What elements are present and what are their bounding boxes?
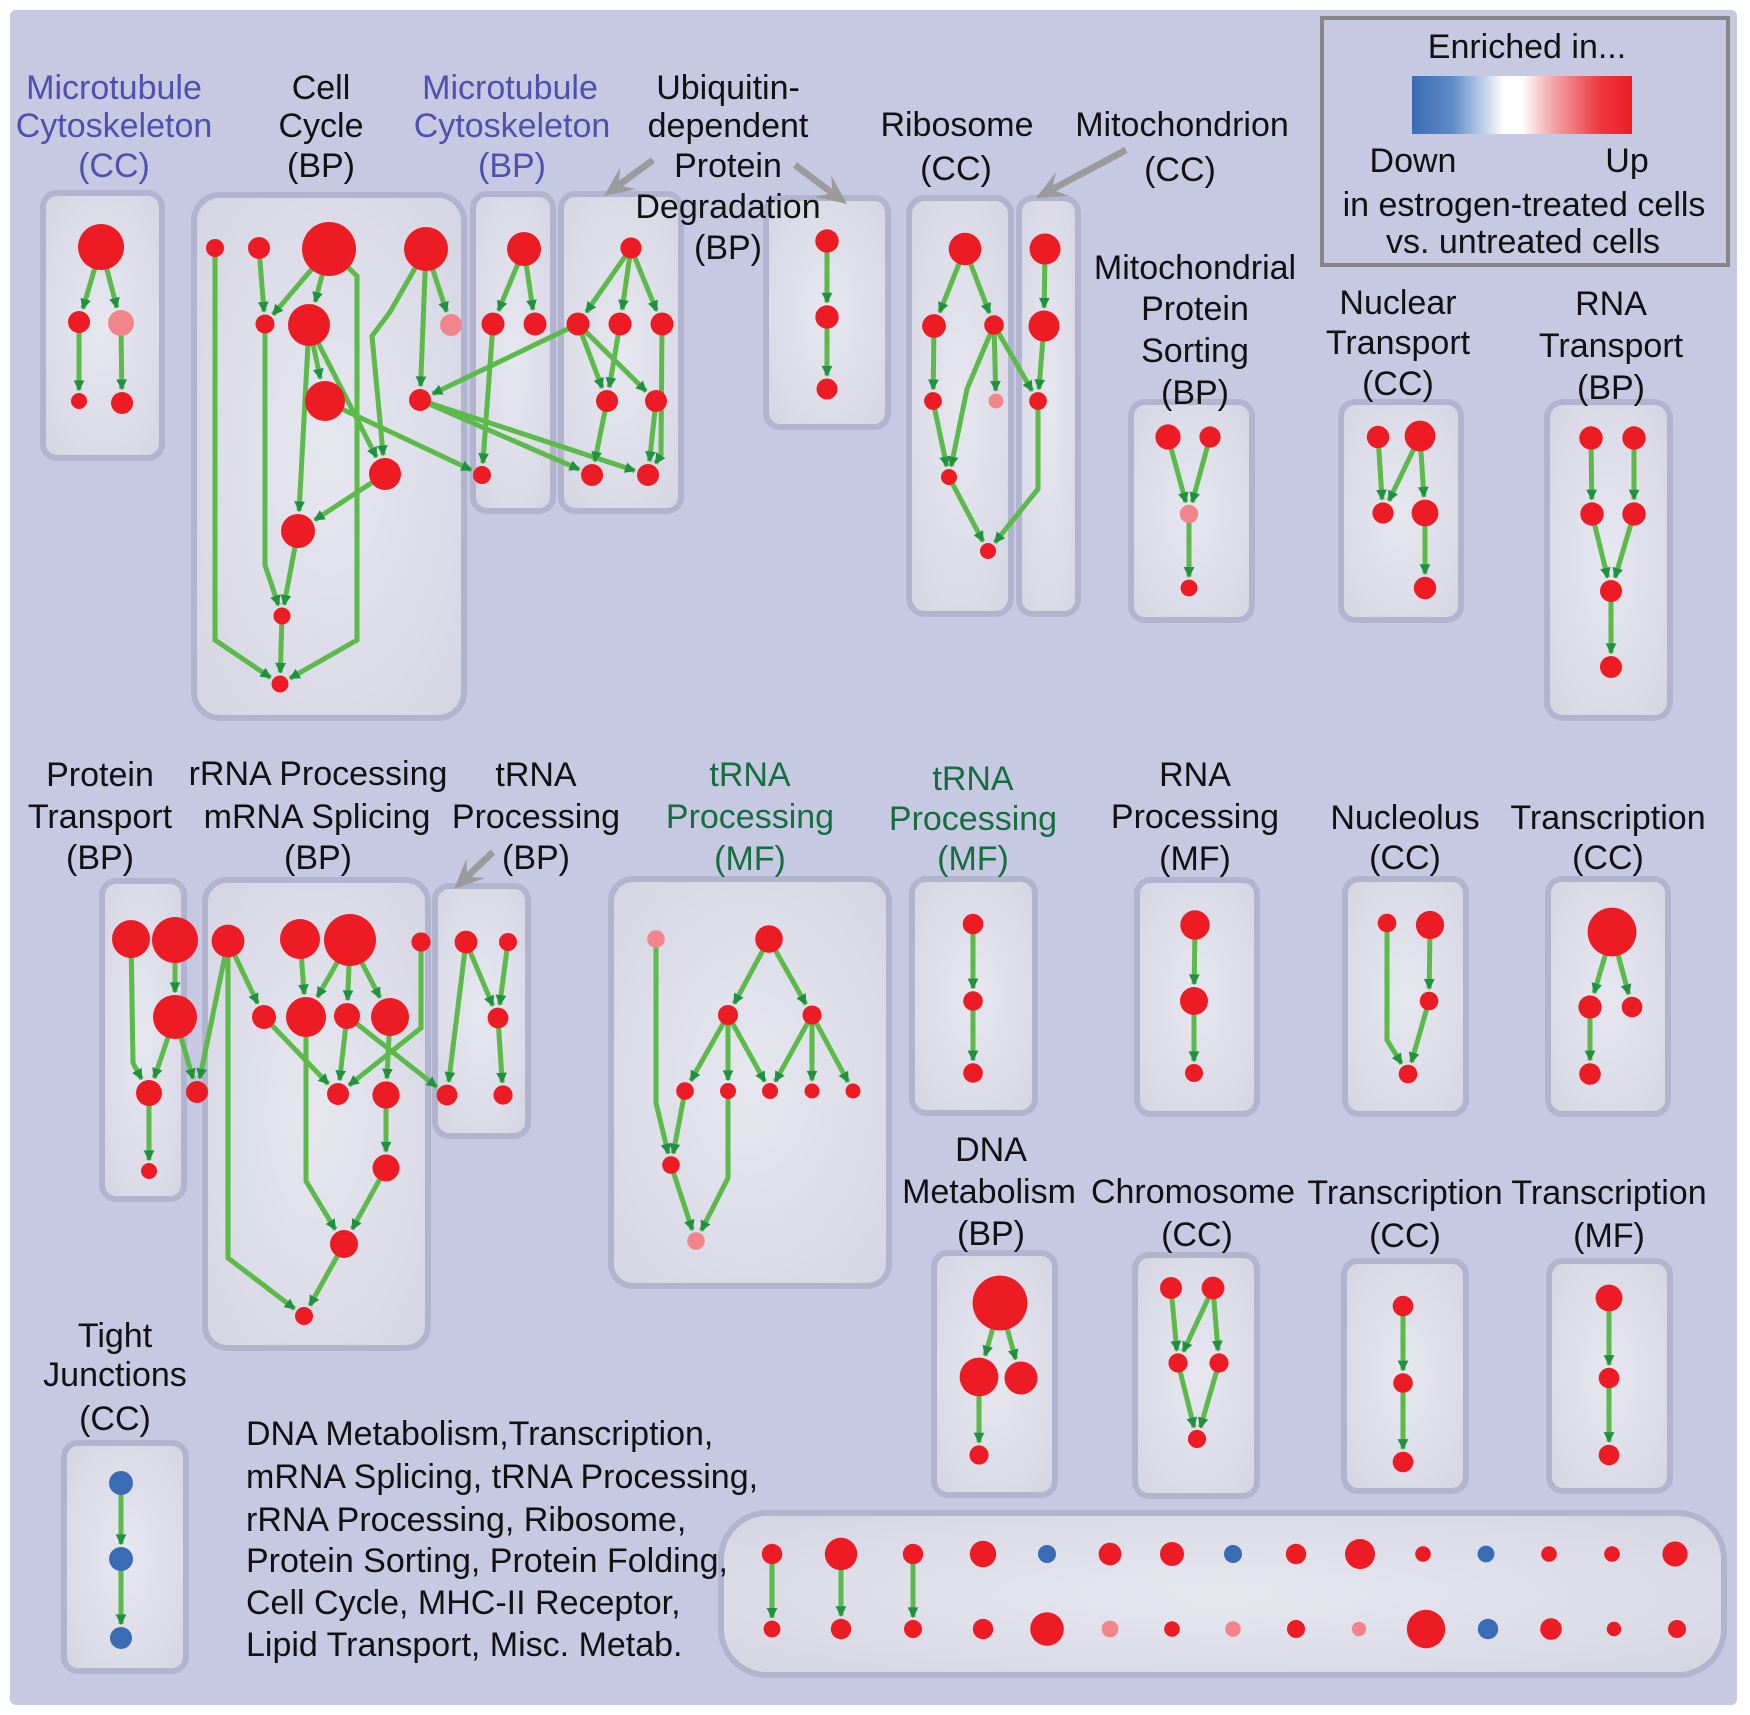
svg-text:Down: Down — [1370, 142, 1457, 180]
svg-text:(BP): (BP) — [1161, 374, 1229, 412]
svg-text:Sorting: Sorting — [1141, 332, 1249, 370]
svg-text:Microtubule: Microtubule — [422, 69, 598, 107]
svg-text:dependent: dependent — [648, 107, 809, 145]
svg-text:Up: Up — [1605, 142, 1648, 180]
svg-text:Cytoskeleton: Cytoskeleton — [414, 107, 611, 145]
svg-text:(MF): (MF) — [1159, 840, 1231, 878]
svg-text:Protein: Protein — [674, 147, 782, 185]
svg-text:rRNA Processing, Ribosome,: rRNA Processing, Ribosome, — [246, 1501, 686, 1539]
svg-text:RNA: RNA — [1575, 285, 1647, 323]
svg-text:Processing: Processing — [666, 798, 834, 836]
svg-text:Degradation: Degradation — [635, 188, 820, 226]
svg-text:(CC): (CC) — [1144, 151, 1216, 189]
svg-text:Ribosome: Ribosome — [880, 106, 1033, 144]
svg-text:Cell Cycle, MHC-II Receptor,: Cell Cycle, MHC-II Receptor, — [246, 1584, 681, 1622]
svg-text:DNA Metabolism,Transcription,: DNA Metabolism,Transcription, — [246, 1415, 713, 1453]
svg-text:(BP): (BP) — [957, 1215, 1025, 1253]
svg-text:(BP): (BP) — [66, 839, 134, 877]
svg-text:Mitochondrion: Mitochondrion — [1075, 106, 1289, 144]
svg-text:Tight: Tight — [78, 1317, 153, 1355]
svg-text:Processing: Processing — [452, 798, 620, 836]
svg-text:mRNA Splicing, tRNA Processing: mRNA Splicing, tRNA Processing, — [246, 1458, 758, 1496]
svg-text:(BP): (BP) — [502, 839, 570, 877]
svg-text:(CC): (CC) — [79, 1400, 151, 1438]
svg-text:Mitochondrial: Mitochondrial — [1094, 249, 1296, 287]
svg-text:Transcription: Transcription — [1511, 1174, 1706, 1212]
svg-text:RNA: RNA — [1159, 756, 1231, 794]
svg-text:Protein: Protein — [46, 756, 154, 794]
svg-text:(CC): (CC) — [1572, 839, 1644, 877]
svg-text:mRNA Splicing: mRNA Splicing — [204, 798, 431, 836]
svg-text:(MF): (MF) — [714, 840, 786, 878]
svg-text:(CC): (CC) — [1362, 365, 1434, 403]
svg-text:(CC): (CC) — [78, 147, 150, 185]
svg-text:Junctions: Junctions — [43, 1356, 187, 1394]
svg-text:Enriched in...: Enriched in... — [1428, 28, 1626, 66]
svg-text:Lipid Transport, Misc. Metab.: Lipid Transport, Misc. Metab. — [246, 1626, 683, 1664]
svg-text:tRNA: tRNA — [932, 760, 1014, 798]
svg-text:Microtubule: Microtubule — [26, 69, 202, 107]
svg-text:(BP): (BP) — [284, 839, 352, 877]
svg-text:(MF): (MF) — [1573, 1217, 1645, 1255]
svg-text:Protein: Protein — [1141, 290, 1249, 328]
svg-text:rRNA Processing: rRNA Processing — [189, 755, 448, 793]
svg-text:Transport: Transport — [28, 798, 173, 836]
svg-text:(MF): (MF) — [937, 840, 1009, 878]
svg-text:Metabolism: Metabolism — [902, 1173, 1076, 1211]
svg-text:Cycle: Cycle — [278, 107, 363, 145]
svg-text:Transcription: Transcription — [1307, 1174, 1502, 1212]
svg-text:in estrogen-treated cells: in estrogen-treated cells — [1343, 186, 1706, 224]
svg-text:(BP): (BP) — [478, 147, 546, 185]
svg-text:Nucleolus: Nucleolus — [1330, 799, 1479, 837]
svg-text:Chromosome: Chromosome — [1091, 1173, 1295, 1211]
svg-text:vs. untreated cells: vs. untreated cells — [1386, 223, 1660, 261]
svg-text:Processing: Processing — [889, 800, 1057, 838]
svg-text:(BP): (BP) — [694, 229, 762, 267]
svg-text:tRNA: tRNA — [709, 756, 791, 794]
svg-text:Transcription: Transcription — [1510, 799, 1705, 837]
svg-text:Transport: Transport — [1539, 327, 1684, 365]
svg-text:DNA: DNA — [955, 1131, 1027, 1169]
svg-text:Transport: Transport — [1326, 324, 1471, 362]
svg-text:(BP): (BP) — [287, 147, 355, 185]
svg-text:Nuclear: Nuclear — [1339, 284, 1456, 322]
svg-text:(CC): (CC) — [1161, 1216, 1233, 1254]
svg-text:Cell: Cell — [292, 69, 351, 107]
svg-text:(CC): (CC) — [1369, 839, 1441, 877]
svg-text:Processing: Processing — [1111, 798, 1279, 836]
svg-text:(CC): (CC) — [920, 150, 992, 188]
svg-text:Cytoskeleton: Cytoskeleton — [16, 107, 213, 145]
svg-text:tRNA: tRNA — [495, 756, 577, 794]
svg-text:Ubiquitin-: Ubiquitin- — [656, 69, 800, 107]
svg-text:(CC): (CC) — [1369, 1217, 1441, 1255]
svg-text:Protein Sorting, Protein Foldi: Protein Sorting, Protein Folding, — [246, 1542, 728, 1580]
svg-text:(BP): (BP) — [1577, 369, 1645, 407]
